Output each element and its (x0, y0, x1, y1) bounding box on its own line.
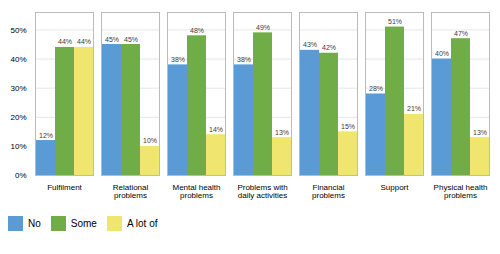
svg-text:40%: 40% (10, 55, 26, 64)
svg-text:30%: 30% (10, 84, 26, 93)
svg-text:51%: 51% (388, 18, 402, 25)
svg-text:28%: 28% (369, 85, 383, 92)
svg-text:0%: 0% (15, 171, 27, 180)
svg-text:14%: 14% (209, 126, 223, 133)
svg-text:10%: 10% (10, 142, 26, 151)
svg-text:45%: 45% (105, 36, 119, 43)
svg-text:38%: 38% (171, 56, 185, 63)
svg-text:12%: 12% (39, 132, 53, 139)
html-text:Some: Some (70, 218, 97, 229)
svg-text:Physical healthproblems: Physical healthproblems (434, 183, 488, 200)
svg-text:Mental healthproblems: Mental healthproblems (172, 183, 220, 200)
html-text:A lot of: A lot of (126, 218, 158, 229)
svg-text:42%: 42% (322, 44, 336, 51)
svg-text:44%: 44% (77, 38, 91, 45)
svg-text:13%: 13% (275, 129, 289, 136)
svg-text:10%: 10% (143, 137, 157, 144)
svg-text:21%: 21% (407, 105, 421, 112)
svg-text:20%: 20% (10, 113, 26, 122)
svg-text:Problems withdaily activities: Problems withdaily activities (237, 183, 287, 200)
svg-text:Fulfilment: Fulfilment (47, 183, 82, 192)
svg-text:49%: 49% (256, 24, 270, 31)
svg-text:48%: 48% (190, 27, 204, 34)
svg-text:Financialproblems: Financialproblems (312, 183, 345, 200)
svg-text:Relationalproblems: Relationalproblems (113, 183, 149, 200)
svg-text:50%: 50% (10, 26, 26, 35)
html-text:No: No (28, 218, 41, 229)
svg-text:43%: 43% (303, 41, 317, 48)
svg-text:38%: 38% (237, 56, 251, 63)
svg-text:47%: 47% (454, 30, 468, 37)
svg-text:44%: 44% (58, 38, 72, 45)
svg-text:13%: 13% (473, 129, 487, 136)
svg-text:45%: 45% (124, 36, 138, 43)
svg-text:Support: Support (380, 183, 409, 192)
svg-text:15%: 15% (341, 123, 355, 130)
svg-text:40%: 40% (435, 50, 449, 57)
